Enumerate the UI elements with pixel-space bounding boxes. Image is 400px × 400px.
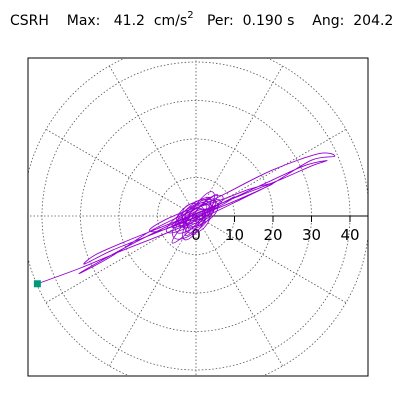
- trace-center-loop-5: [181, 203, 206, 227]
- radial-axis: 0 10 20 30 40: [191, 215, 368, 244]
- period-value: 0.190 s: [242, 13, 295, 29]
- trace-center-loop-9: [171, 193, 219, 244]
- radial-tick-label-10: 10: [225, 226, 244, 244]
- grid-spoke-30: [195, 129, 347, 217]
- max-unit: cm/s: [153, 13, 188, 29]
- period-label: Per:: [206, 13, 234, 29]
- trace-center-loop-11: [183, 202, 212, 234]
- angle-label: Ang:: [312, 13, 345, 29]
- grid-spoke-300: [195, 215, 283, 367]
- grid-spoke-240: [109, 215, 197, 367]
- grid-spoke-150: [45, 129, 197, 217]
- max-label: Max:: [66, 13, 101, 29]
- radial-tick-label-40: 40: [340, 226, 359, 244]
- max-value: 41.2: [113, 13, 145, 29]
- chart-header: CSRH Max: 41.2 cm/s2 Per: 0.190 s Ang: 2…: [10, 10, 394, 29]
- trace-series-0: [37, 152, 336, 285]
- max-unit-exponent: 2: [187, 10, 194, 22]
- trace-center-loop-13: [182, 191, 215, 241]
- grid-spoke-120: [109, 65, 197, 217]
- trace-center-loop-12: [184, 197, 212, 237]
- grid-spoke-210: [45, 215, 197, 303]
- plot-frame: [27, 57, 369, 377]
- trace-layer: [33, 152, 336, 288]
- radial-tick-label-30: 30: [302, 226, 321, 244]
- trace-center-loop-10: [186, 207, 207, 230]
- start-marker: [33, 280, 41, 288]
- radial-tick-label-0: 0: [191, 226, 201, 244]
- station-code: CSRH: [10, 13, 49, 29]
- grid-spoke-60: [195, 65, 283, 217]
- grid-spoke-330: [195, 215, 347, 303]
- radial-tick-label-20: 20: [263, 226, 282, 244]
- angle-value: 204.2: [353, 13, 394, 29]
- trace-center-loop-3: [171, 199, 221, 229]
